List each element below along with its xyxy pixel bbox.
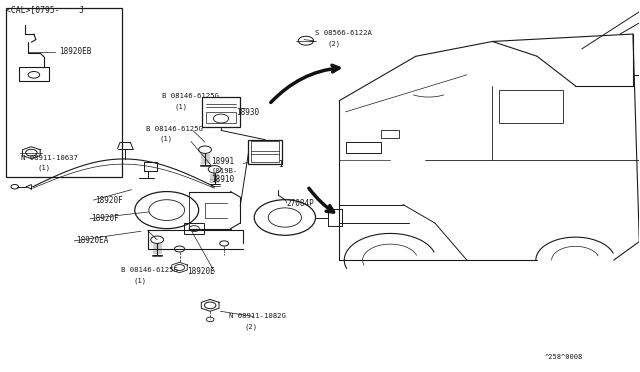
Bar (184, 223, 204, 234)
Text: ^258^0008: ^258^0008 (545, 354, 583, 360)
Text: (2): (2) (328, 40, 340, 46)
Text: 18920EA: 18920EA (76, 236, 108, 246)
Text: [019B-: [019B- (211, 167, 237, 174)
Text: S 08566-6122A: S 08566-6122A (315, 30, 372, 36)
Text: 18910: 18910 (211, 175, 235, 184)
Bar (248, 140, 282, 164)
Text: <CAL>[0795-    J: <CAL>[0795- J (6, 6, 84, 15)
Text: (1): (1) (174, 103, 188, 110)
Text: 18920F: 18920F (92, 214, 119, 223)
Text: (1): (1) (134, 277, 147, 284)
Text: 18920EB: 18920EB (60, 47, 92, 56)
Text: 18991: 18991 (211, 157, 235, 166)
Text: 27084P: 27084P (287, 199, 314, 208)
Text: 1: 1 (278, 160, 283, 169)
Text: B 08146-6125G: B 08146-6125G (162, 93, 218, 99)
Bar (346, 142, 381, 153)
Bar (381, 130, 399, 138)
Text: (1): (1) (38, 165, 51, 171)
Text: N 08911-1082G: N 08911-1082G (229, 314, 286, 320)
Text: 18930: 18930 (236, 108, 259, 117)
Text: 18920E: 18920E (187, 267, 215, 276)
Text: N 08911-10637: N 08911-10637 (21, 155, 78, 161)
Text: (1): (1) (159, 136, 172, 142)
Text: B 08146-6125G: B 08146-6125G (121, 267, 178, 273)
Text: (2): (2) (244, 324, 258, 330)
Bar (205, 112, 236, 123)
Bar (251, 141, 279, 162)
Bar (499, 90, 563, 123)
Text: B 08146-6125G: B 08146-6125G (147, 126, 203, 132)
Text: 18920F: 18920F (95, 196, 123, 205)
Bar (202, 97, 240, 127)
Bar (6, 8, 122, 177)
